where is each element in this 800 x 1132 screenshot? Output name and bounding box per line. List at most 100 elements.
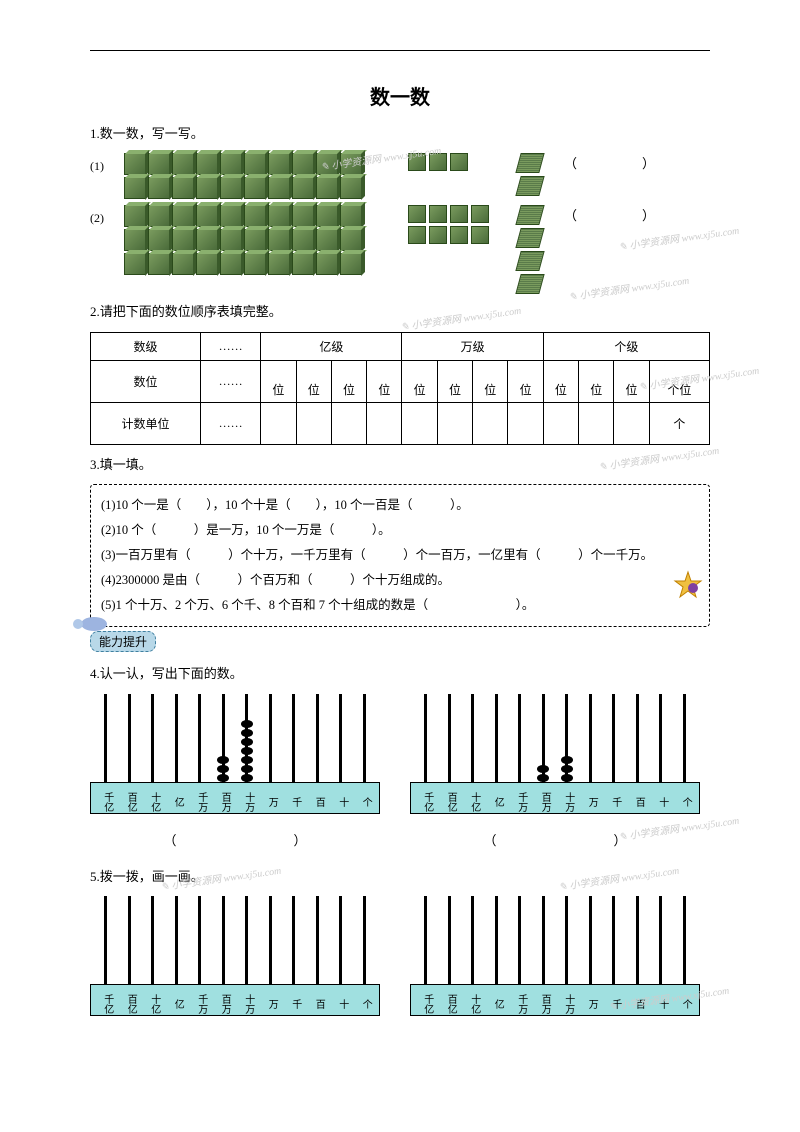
place-label: 十亿 — [147, 994, 159, 1014]
cube-icon — [340, 229, 362, 251]
abacus-rod — [471, 694, 474, 782]
place-label: 十亿 — [147, 792, 159, 812]
cube-icon — [340, 253, 362, 275]
abacus-rod — [424, 896, 427, 984]
place-label: 千 — [288, 792, 300, 812]
cube-icon — [244, 205, 266, 227]
place-cell: 位 — [614, 360, 649, 402]
unit-cell — [402, 402, 437, 444]
abacus-labels: 千亿百亿十亿亿千万百万十万万千百十个 — [90, 792, 380, 812]
abacus-rods — [410, 694, 700, 782]
ability-badge: 能力提升 — [90, 631, 156, 652]
star-icon — [673, 564, 703, 620]
big-cube-group — [124, 205, 384, 275]
cube-icon — [148, 177, 170, 199]
cube-icon — [196, 229, 218, 251]
bead-icon — [217, 774, 229, 782]
cell: 万级 — [402, 332, 543, 360]
cube-icon — [124, 153, 146, 175]
cube-icon — [148, 205, 170, 227]
place-label: 百 — [631, 994, 643, 1014]
unit-cell — [437, 402, 472, 444]
cell: …… — [201, 360, 261, 402]
q1-content: (1)（ ）(2)（ ） — [90, 153, 710, 294]
unit-cell — [296, 402, 331, 444]
cube-icon — [196, 253, 218, 275]
place-label: 千万 — [194, 994, 206, 1014]
abacus-rod — [175, 694, 178, 782]
place-cell: 位 — [437, 360, 472, 402]
cube-icon — [172, 229, 194, 251]
place-value-table: 数级 …… 亿级 万级 个级 数位 …… 位位位位位位位位位位位个位 计数单位 … — [90, 332, 710, 445]
q4-abacus-row: 千亿百亿十亿亿千万百万十万万千百十个千亿百亿十亿亿千万百万十万万千百十个 — [90, 694, 710, 814]
abacus-rod — [222, 896, 225, 984]
cube-icon — [316, 177, 338, 199]
bead-icon — [537, 765, 549, 773]
cube-icon — [268, 177, 290, 199]
cube-icon — [172, 153, 194, 175]
bead-icon — [217, 756, 229, 764]
unit-cell — [508, 402, 543, 444]
small-cube-group — [408, 153, 498, 171]
place-label: 十万 — [241, 994, 253, 1014]
small-cube-icon — [429, 153, 447, 171]
small-cube-icon — [471, 205, 489, 223]
flat-icon — [515, 228, 544, 248]
abacus-labels: 千亿百亿十亿亿千万百万十万万千百十个 — [410, 994, 700, 1014]
cube-icon — [148, 153, 170, 175]
abacus-rod — [198, 694, 201, 782]
place-cell: 位 — [473, 360, 508, 402]
small-cube-icon — [471, 226, 489, 244]
cube-icon — [124, 253, 146, 275]
q4-heading: 4.认一认，写出下面的数。 — [90, 662, 710, 685]
place-label: 个 — [678, 792, 690, 812]
place-cell: 个位 — [649, 360, 709, 402]
place-label: 十亿 — [467, 792, 479, 812]
place-label: 千亿 — [420, 994, 432, 1014]
place-label: 十 — [335, 994, 347, 1014]
bead-icon — [561, 774, 573, 782]
fill-line: (2)10 个（ ）是一万，10 个一万是（ ）。 — [101, 518, 699, 543]
place-label: 万 — [584, 792, 596, 812]
cube-icon — [244, 253, 266, 275]
flat-group — [518, 153, 542, 196]
abacus-rods — [90, 896, 380, 984]
place-cell: 位 — [296, 360, 331, 402]
place-cell: 位 — [402, 360, 437, 402]
fill-line: (3)一百万里有（ ）个十万，一千万里有（ ）个一百万，一亿里有（ ）个一千万。 — [101, 543, 699, 568]
cube-icon — [196, 205, 218, 227]
unit-cell — [367, 402, 402, 444]
abacus-rod — [424, 694, 427, 782]
place-label: 百万 — [217, 792, 229, 812]
abacus-rod — [222, 694, 225, 782]
cube-icon — [220, 205, 242, 227]
flat-icon — [515, 153, 544, 173]
cell: 数级 — [91, 332, 201, 360]
abacus-rods — [410, 896, 700, 984]
place-label: 万 — [584, 994, 596, 1014]
cube-icon — [340, 153, 362, 175]
place-label: 亿 — [490, 792, 502, 812]
abacus-rod — [589, 896, 592, 984]
cell: 亿级 — [261, 332, 402, 360]
place-label: 百亿 — [123, 792, 135, 812]
place-cell: 位 — [331, 360, 366, 402]
cube-icon — [268, 153, 290, 175]
abacus-rod — [363, 694, 366, 782]
flat-group — [518, 205, 542, 294]
cube-icon — [220, 253, 242, 275]
abacus: 千亿百亿十亿亿千万百万十万万千百十个 — [90, 896, 380, 1016]
cube-row: (1)（ ） — [90, 153, 710, 199]
cell: 数位 — [91, 360, 201, 402]
cube-icon — [148, 229, 170, 251]
cube-icon — [172, 177, 194, 199]
abacus-rod — [269, 896, 272, 984]
abacus-rod — [292, 694, 295, 782]
abacus-rod — [128, 694, 131, 782]
abacus-rod — [542, 896, 545, 984]
abacus-rod — [175, 896, 178, 984]
cube-icon — [340, 177, 362, 199]
small-cube-icon — [429, 226, 447, 244]
cube-icon — [220, 229, 242, 251]
place-label: 亿 — [490, 994, 502, 1014]
